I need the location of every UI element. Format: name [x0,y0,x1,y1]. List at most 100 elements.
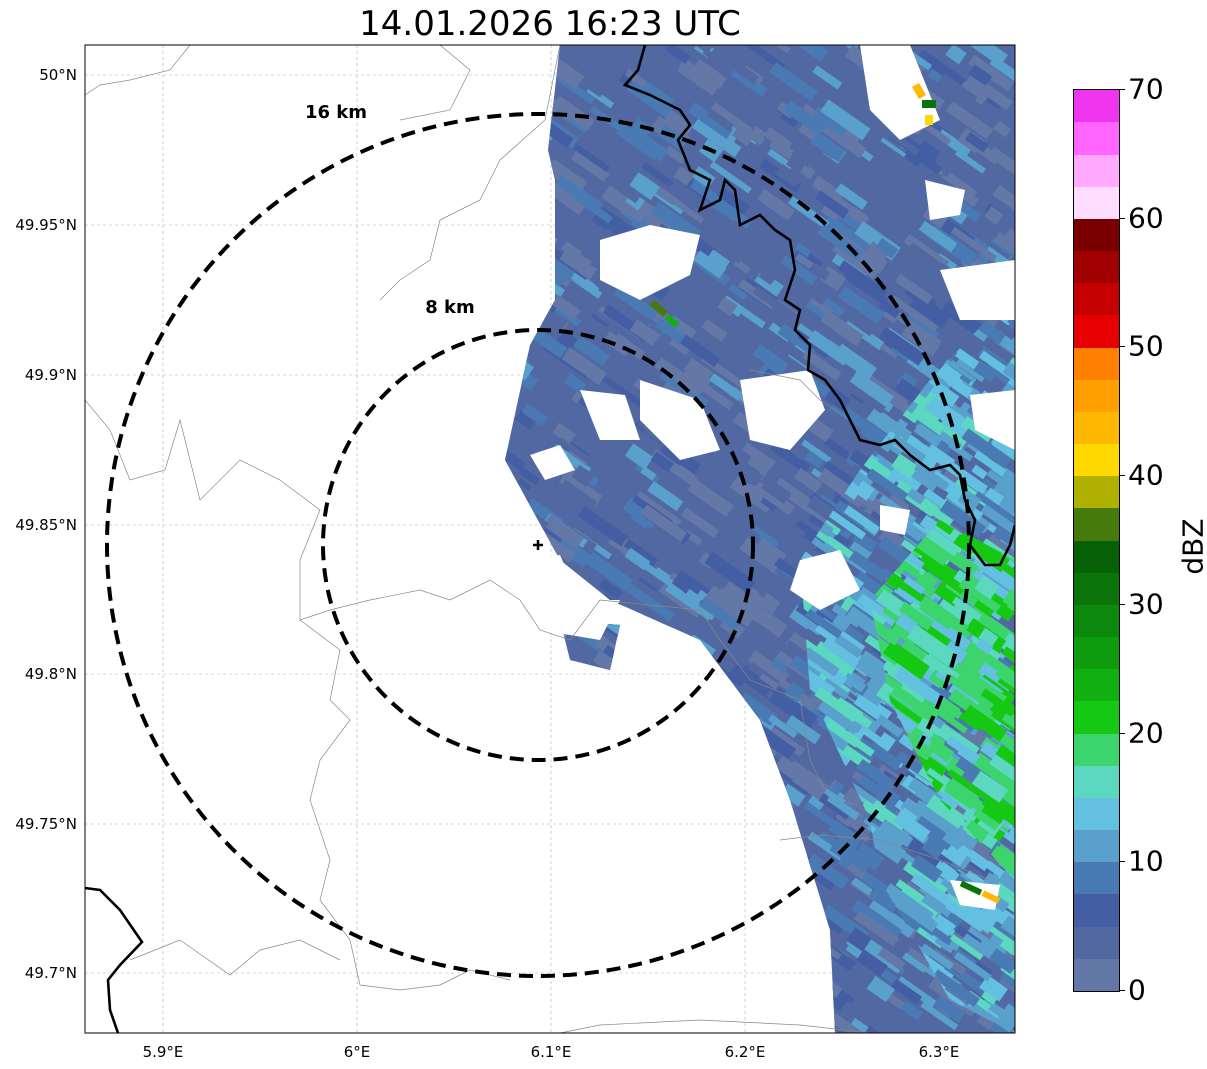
radar-echo-cell [578,430,604,451]
colorbar-label: dBZ [1176,518,1207,575]
radar-echo-cell [809,262,831,281]
radar-echo-cell [866,241,890,263]
radar-echo-cell [913,815,956,851]
colorbar-bin [1074,218,1119,252]
colorbar-bin [1074,251,1119,284]
radar-echo-cell [959,901,997,934]
radar-echo-cell [914,140,941,166]
colorbar-tick [1119,990,1125,991]
radar-echo-cell [711,651,736,673]
radar-echo-cell [973,450,1007,477]
radar-echo-cell [781,340,829,379]
radar-echo-cell [899,640,927,665]
radar-echo-cell [729,476,775,513]
radar-echo-cell [863,1025,888,1033]
range-label-8km: 8 km [425,297,475,318]
radar-echo-cell [857,650,889,678]
radar-echo-cell [867,368,909,402]
radar-echo-cell [759,673,780,690]
radar-echo-cell [845,606,885,640]
radar-echo-cell [705,585,756,627]
radar-echo-cell [679,334,721,368]
radar-echo-cell [959,658,984,681]
radar-echo-cell [877,947,905,971]
radar-echo-cell [890,295,939,332]
radar-echo-cell [775,163,803,188]
radar-echo-cell [811,640,857,679]
radar-echo-cell [716,187,750,215]
radar-echo-cell [681,507,720,539]
radar-echo-cell [882,883,934,926]
radar-echo-cell [630,507,653,529]
radar-echo-cell [856,593,904,631]
radar-echo-cell [932,927,954,946]
radar-echo-cell [654,356,705,397]
radar-echo-cell [791,768,828,801]
radar-echo-cell [918,220,958,253]
radar-echo-cell [783,100,827,136]
radar-echo-cell [671,570,704,599]
radar-echo-cell [893,810,931,843]
radar-echo-cell [805,853,850,890]
radar-echo-cell [832,612,853,632]
radar-echo-cell [682,45,713,68]
radar-echo-cell [886,993,905,1010]
radar-echo-cell [848,550,889,583]
radar-echo-cell [767,45,791,54]
radar-echo-cell [811,740,850,770]
radar-echo-cell [824,718,861,748]
radar-echo-cell [840,178,880,212]
lon-tick: 6°E [343,1043,371,1061]
lat-tick: 49.95°N [15,216,77,234]
radar-echo-cell [820,310,864,346]
radar-echo-cell [717,296,738,317]
radar-echo-cell [988,754,1015,793]
radar-echo-cell [913,462,950,492]
radar-echo-cell [847,863,866,880]
radar-echo-cell [965,1034,991,1056]
radar-echo-cell [938,119,957,135]
radar-echo-cell [572,192,613,224]
radar-echo-cell [688,102,734,140]
radar-echo-cell [797,753,837,787]
colorbar-tick-label: 40 [1128,458,1164,492]
radar-echo-cell [837,286,885,325]
radar-echo-cell [820,99,871,141]
radar-echo-cell [629,172,660,201]
radar-echo-cell [910,872,953,907]
colorbar-tick [1119,346,1125,348]
radar-echo-cell [737,692,778,726]
radar-echo-cell [602,186,648,223]
radar-echo-cell [695,323,726,348]
radar-echo-cell [837,260,889,300]
radar-echo-cell [748,650,790,685]
radar-echo-cell [607,1027,656,1033]
radar-echo-cell [616,1034,644,1057]
radar-echo-cell [843,380,886,414]
radar-echo-cell [875,237,899,259]
radar-echo-cell [848,370,898,413]
radar-echo-cell [995,744,1015,781]
radar-echo-cell [793,467,823,493]
radar-echo-cell [555,50,593,81]
radar-echo-cell [710,46,759,85]
radar-echo-cell [843,672,867,693]
radar-echo-cell [866,468,909,502]
radar-echo-cell [976,638,994,655]
radar-echo-cell [641,161,674,188]
radar-echo-cell [951,632,972,651]
radar-echo-cell [973,360,998,383]
radar-echo-cell [768,688,819,730]
radar-echo-cell [731,126,754,147]
radar-echo-cell [613,1040,664,1069]
radar-echo-cell [788,208,837,248]
radar-echo-cell [955,358,986,383]
radar-echo-cell [752,343,789,375]
radar-echo-cell [704,551,756,594]
radar-echo-cell [654,317,687,345]
radar-echo-cell [944,911,963,930]
radar-echo-cell [977,557,1015,593]
radar-echo-cell [711,102,753,135]
radar-echo-cell [763,126,793,152]
radar-echo-cell [876,732,896,752]
